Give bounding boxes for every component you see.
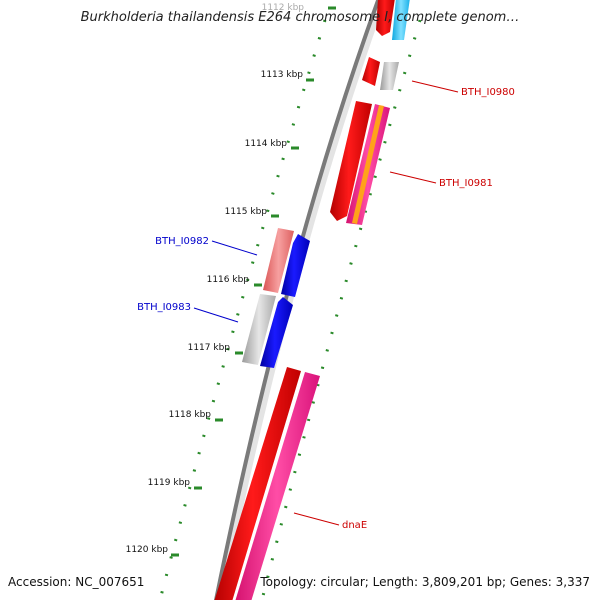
gene-BTH_I0980[interactable] bbox=[362, 57, 399, 90]
gene-callout-line bbox=[293, 512, 340, 526]
genome-summary-text: Topology: circular; Length: 3,809,201 bp… bbox=[260, 575, 590, 589]
kbp-tick-label: 1117 kbp bbox=[188, 343, 231, 353]
gene-label-BTH_I0982[interactable]: BTH_I0982 bbox=[155, 236, 209, 247]
outer-tick-ring bbox=[260, 19, 422, 600]
kbp-tick-label: 1114 kbp bbox=[245, 139, 288, 149]
gene-dnaE[interactable] bbox=[213, 367, 320, 600]
gene-callout-line bbox=[411, 80, 459, 93]
gene-callout-line bbox=[193, 307, 239, 323]
kbp-tick-label: 1119 kbp bbox=[148, 478, 191, 488]
gene-callout-line bbox=[211, 240, 258, 256]
map-title: Burkholderia thailandensis E264 chromoso… bbox=[80, 10, 520, 25]
gene-BTH_I0980-partial-top[interactable] bbox=[376, 0, 410, 40]
gene-label-dnaE[interactable]: dnaE bbox=[342, 520, 367, 531]
kbp-tick-label: 1112 kbp bbox=[262, 3, 305, 13]
gene-labels: BTH_I0980 BTH_I0981 BTH_I0982 BTH_I0983 dnaE bbox=[137, 80, 515, 531]
kbp-tick-label: 1115 kbp bbox=[225, 207, 268, 217]
gene-BTH_I0981[interactable] bbox=[330, 101, 390, 225]
gene-BTH_I0982[interactable] bbox=[263, 228, 310, 297]
accession-text: Accession: NC_007651 bbox=[8, 575, 145, 589]
gene-callout-line bbox=[389, 171, 437, 184]
gene-label-BTH_I0983[interactable]: BTH_I0983 bbox=[137, 302, 191, 313]
kbp-tick-label: 1118 kbp bbox=[169, 410, 212, 420]
kbp-tick-label: 1113 kbp bbox=[261, 70, 304, 80]
gene-label-BTH_I0980[interactable]: BTH_I0980 bbox=[461, 87, 515, 98]
gene-label-BTH_I0981[interactable]: BTH_I0981 bbox=[439, 178, 493, 189]
kbp-tick-label: 1120 kbp bbox=[126, 545, 169, 555]
inner-tick-ring bbox=[158, 19, 327, 600]
kbp-tick-label: 1116 kbp bbox=[207, 275, 250, 285]
kbp-scale: 1112 kbp 1113 kbp 1114 kbp 1115 kbp 1116 kbp… bbox=[126, 3, 336, 557]
gene-BTH_I0983[interactable] bbox=[242, 294, 293, 368]
